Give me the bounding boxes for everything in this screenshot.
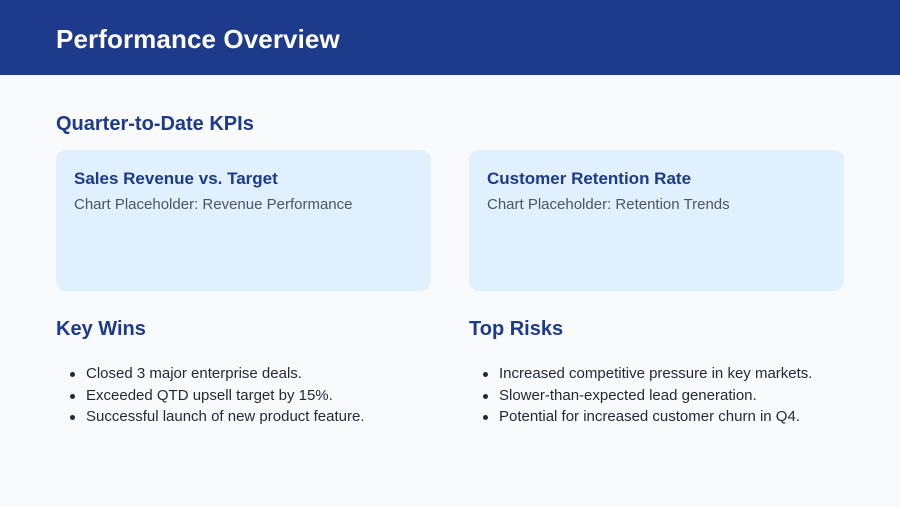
- list-item: Increased competitive pressure in key ma…: [481, 363, 812, 385]
- list-item-text: Closed 3 major enterprise deals.: [86, 365, 302, 382]
- key-wins-list: Closed 3 major enterprise deals. Exceede…: [68, 363, 365, 428]
- list-item-text: Slower-than-expected lead generation.: [499, 386, 757, 404]
- list-item-text: Potential for increased customer churn i…: [499, 408, 800, 425]
- page-title: Performance Overview: [56, 24, 340, 54]
- kpi-card-title: Sales Revenue vs. Target: [74, 169, 278, 188]
- kpis-section-title: Quarter-to-Date KPIs: [56, 113, 254, 135]
- bullet-icon: [483, 393, 488, 399]
- list-item: Exceeded QTD upsell target by 15%.: [68, 385, 365, 407]
- bullet-icon: [70, 415, 75, 420]
- bullet-icon: [70, 372, 75, 377]
- page-header: Performance Overview: [0, 0, 900, 75]
- key-wins-title: Key Wins: [56, 318, 146, 340]
- bullet-icon: [483, 415, 488, 420]
- list-item: Potential for increased customer churn i…: [481, 406, 812, 428]
- kpi-card-sales-revenue: Sales Revenue vs. Target Chart Placehold…: [56, 150, 431, 291]
- list-item: Closed 3 major enterprise deals.: [68, 363, 365, 385]
- bullet-icon: [483, 372, 488, 377]
- list-item: Successful launch of new product feature…: [68, 406, 365, 428]
- list-item-text: Increased competitive pressure in key ma…: [499, 365, 813, 382]
- list-item-text: Successful launch of new product feature…: [86, 408, 365, 425]
- kpi-card-customer-retention: Customer Retention Rate Chart Placeholde…: [469, 150, 844, 291]
- list-item-text: Exceeded QTD upsell target by 15%.: [86, 386, 333, 404]
- top-risks-list: Increased competitive pressure in key ma…: [481, 363, 812, 428]
- kpi-card-title: Customer Retention Rate: [487, 169, 692, 188]
- chart-placeholder-text: Chart Placeholder: Revenue Performance: [74, 196, 353, 213]
- list-item: Slower-than-expected lead generation.: [481, 385, 812, 407]
- chart-placeholder-text: Chart Placeholder: Retention Trends: [487, 196, 730, 213]
- bullet-icon: [70, 393, 75, 399]
- top-risks-title: Top Risks: [469, 318, 564, 340]
